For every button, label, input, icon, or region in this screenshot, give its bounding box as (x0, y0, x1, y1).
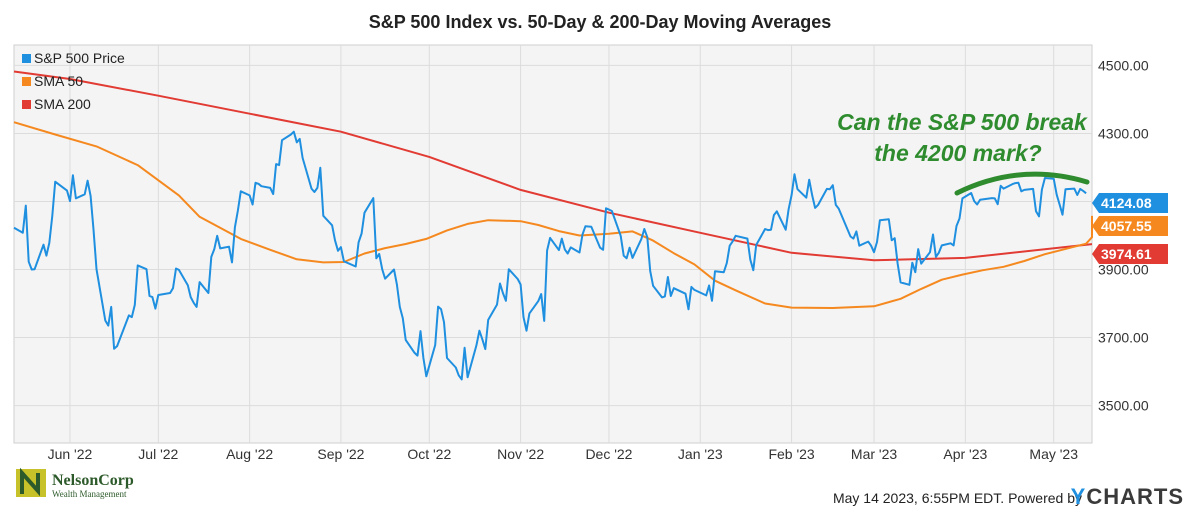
y-tick-label: 4500.00 (1098, 57, 1149, 73)
badge-background (1092, 244, 1168, 264)
annotation-line-2: the 4200 mark? (874, 140, 1041, 166)
badge-value: 4124.08 (1101, 195, 1152, 211)
x-tick-label: Mar '23 (851, 446, 897, 462)
legend-label: S&P 500 Price (34, 50, 125, 66)
x-axis: Jun '22 Jul '22 Aug '22 Sep '22 Oct '22 Nov '… (48, 446, 1079, 462)
nelsoncorp-logo: NelsonCorp Wealth Management (14, 467, 154, 508)
badge-background (1092, 216, 1168, 236)
badge-background (1092, 193, 1168, 213)
chart-title: S&P 500 Index vs. 50-Day & 200-Day Movin… (368, 12, 832, 32)
legend-swatch (22, 77, 31, 86)
logo-name: NelsonCorp (52, 472, 134, 489)
legend: S&P 500 Price SMA 50 SMA 200 (22, 50, 125, 112)
nelsoncorp-logo-mark: NelsonCorp Wealth Management (16, 467, 134, 499)
x-tick-label: Jun '22 (48, 446, 93, 462)
ycharts-logo-y: Y (1070, 484, 1087, 509)
legend-swatch (22, 100, 31, 109)
y-tick-label: 3700.00 (1098, 330, 1149, 346)
legend-label: SMA 200 (34, 96, 91, 112)
logo-tagline: Wealth Management (52, 489, 127, 499)
plot-area (13, 44, 1093, 444)
series-line-s-p-500-price (13, 130, 1087, 381)
y-tick-label: 4300.00 (1098, 125, 1149, 141)
footer-timestamp: May 14 2023, 6:55PM EDT. Powered by (833, 490, 1082, 506)
series-line-sma-200 (13, 70, 1093, 262)
x-tick-label: Dec '22 (585, 446, 632, 462)
y-tick-label: 3900.00 (1098, 262, 1149, 278)
last-value-badge: 3974.61 (1092, 244, 1168, 264)
annotation-arc (954, 171, 1090, 196)
powered-by: Powered by (1008, 490, 1082, 506)
x-tick-label: Apr '23 (943, 446, 987, 462)
last-value-badge: 4124.08 (1092, 193, 1168, 213)
x-tick-label: Nov '22 (497, 446, 544, 462)
timestamp: May 14 2023, 6:55PM EDT. (832, 490, 1005, 506)
annotation: Can the S&P 500 break the 4200 mark? (837, 109, 1090, 196)
x-tick-label: Feb '23 (768, 446, 814, 462)
x-tick-label: Sep '22 (317, 446, 364, 462)
x-tick-label: Oct '22 (407, 446, 451, 462)
series-lines (13, 70, 1093, 381)
badge-value: 3974.61 (1101, 246, 1152, 262)
x-tick-label: Jan '23 (678, 446, 723, 462)
x-tick-label: Aug '22 (226, 446, 273, 462)
legend-swatch (22, 54, 31, 63)
ycharts-logo-rest: CHARTS (1086, 484, 1184, 509)
x-tick-label: May '23 (1029, 446, 1078, 462)
ycharts-logo[interactable]: YCHARTS (1071, 484, 1184, 510)
x-tick-label: Jul '22 (138, 446, 178, 462)
annotation-line-1: Can the S&P 500 break (837, 109, 1088, 135)
last-value-badges: 4124.08 4057.55 3974.61 (1092, 193, 1168, 264)
y-tick-label: 3500.00 (1098, 398, 1149, 414)
legend-label: SMA 50 (34, 73, 83, 89)
badge-value: 4057.55 (1101, 218, 1152, 234)
last-value-badge: 4057.55 (1092, 216, 1168, 236)
